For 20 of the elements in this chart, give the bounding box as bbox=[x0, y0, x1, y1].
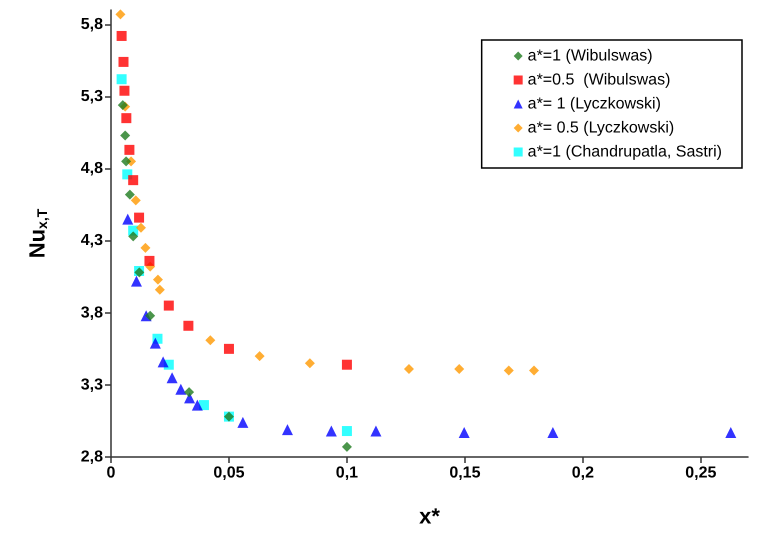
x-tick-label: 0,1 bbox=[336, 464, 358, 482]
legend-label: a*=1 (Wibulswas) bbox=[528, 48, 653, 64]
x-tick-label: 0,05 bbox=[213, 464, 245, 482]
y-tick-label: 5,3 bbox=[80, 88, 104, 106]
y-tick-label: 2,8 bbox=[80, 448, 104, 466]
y-tick-label: 3,3 bbox=[80, 376, 104, 394]
legend-label: a*=0.5 (Wibulswas) bbox=[528, 72, 670, 88]
y-tick-label: 3,8 bbox=[80, 304, 104, 322]
legend-label: a*=1 (Chandrupatla, Sastri) bbox=[528, 144, 722, 160]
y-axis-title: Nux,T bbox=[24, 208, 50, 258]
y-tick-label: 4,3 bbox=[80, 232, 104, 250]
x-axis-title: x* bbox=[419, 504, 440, 528]
legend-label: a*= 1 (Lyczkowski) bbox=[528, 96, 661, 112]
x-tick-label: 0,25 bbox=[685, 464, 716, 482]
x-tick-label: 0 bbox=[106, 464, 116, 482]
y-tick-label: 4,8 bbox=[80, 160, 104, 178]
legend-label: a*= 0.5 (Lyczkowski) bbox=[528, 120, 674, 136]
y-tick-label: 5,8 bbox=[80, 16, 104, 33]
x-tick-label: 0,15 bbox=[449, 464, 481, 482]
x-tick-label: 0,2 bbox=[572, 464, 594, 482]
